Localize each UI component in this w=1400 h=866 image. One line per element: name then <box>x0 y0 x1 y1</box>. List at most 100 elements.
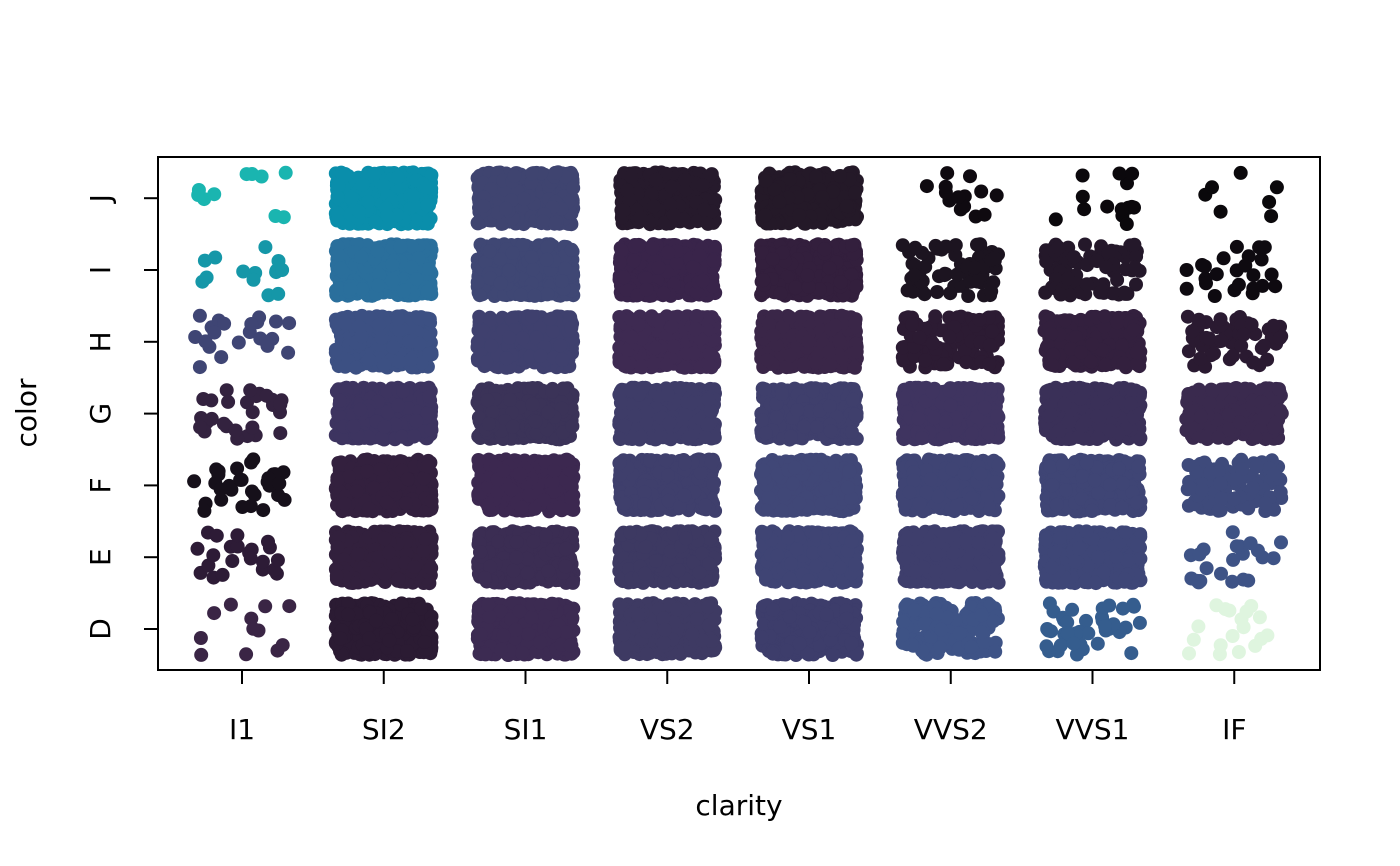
data-point <box>369 613 384 628</box>
data-point <box>391 311 406 326</box>
data-point <box>514 500 529 515</box>
data-point <box>192 308 207 323</box>
data-point <box>473 545 488 559</box>
data-point <box>231 335 246 350</box>
data-point <box>214 492 229 507</box>
data-point <box>217 316 232 331</box>
data-point <box>330 213 345 228</box>
data-point <box>207 187 222 202</box>
data-point <box>372 317 386 332</box>
data-point <box>352 204 367 219</box>
data-point <box>213 482 228 497</box>
data-point <box>419 180 434 195</box>
data-point <box>420 459 435 474</box>
data-point <box>337 316 352 330</box>
data-point <box>399 496 413 511</box>
data-point <box>409 272 424 287</box>
data-point <box>282 599 297 614</box>
data-point <box>330 540 345 555</box>
data-point <box>223 597 238 612</box>
data-point <box>506 563 521 578</box>
data-point <box>219 383 234 398</box>
data-point <box>509 535 524 549</box>
data-point <box>386 340 401 355</box>
data-point <box>382 633 397 648</box>
data-point <box>256 503 271 518</box>
data-point <box>255 554 270 569</box>
data-point <box>416 471 431 486</box>
data-point <box>216 416 231 431</box>
data-point <box>282 316 297 331</box>
data-point <box>414 601 428 616</box>
data-point <box>407 560 422 574</box>
data-point <box>377 419 392 434</box>
data-point <box>558 559 573 574</box>
data-point <box>230 528 245 543</box>
data-point <box>198 334 213 349</box>
data-point <box>380 208 395 223</box>
data-point <box>277 492 292 507</box>
data-point <box>406 188 421 203</box>
point-layer <box>187 165 1289 662</box>
data-point <box>230 461 245 476</box>
data-point <box>385 273 400 288</box>
data-point <box>273 397 288 412</box>
data-point <box>482 416 496 431</box>
data-point <box>245 405 260 420</box>
data-point <box>243 383 258 398</box>
data-point <box>244 317 259 331</box>
data-point <box>351 547 365 562</box>
data-point <box>538 608 553 623</box>
data-point <box>360 566 375 581</box>
data-point <box>491 534 506 549</box>
data-point <box>368 214 383 229</box>
data-point <box>207 606 222 621</box>
data-point <box>473 627 488 642</box>
data-point <box>524 610 539 625</box>
data-point <box>477 571 492 585</box>
data-point <box>400 644 415 658</box>
data-point <box>512 467 527 481</box>
data-point <box>239 647 254 662</box>
data-point <box>199 270 214 285</box>
data-point <box>417 635 432 649</box>
data-point <box>558 541 573 556</box>
data-point <box>329 568 344 583</box>
data-point <box>275 263 290 277</box>
data-point <box>370 244 385 259</box>
data-point <box>541 564 556 579</box>
data-point <box>525 381 540 395</box>
data-point <box>521 627 536 642</box>
data-point <box>344 191 359 205</box>
data-point <box>547 625 562 640</box>
data-point <box>337 496 352 511</box>
data-point <box>193 420 208 435</box>
data-point <box>236 264 251 279</box>
data-point <box>349 360 363 375</box>
data-point <box>333 261 348 276</box>
data-point <box>209 528 224 543</box>
data-point <box>204 411 219 426</box>
data-point <box>552 500 567 515</box>
data-point <box>418 532 433 547</box>
data-point <box>525 397 540 412</box>
data-point <box>424 616 439 631</box>
data-point <box>194 647 209 662</box>
data-point <box>481 597 496 612</box>
data-point <box>422 312 437 327</box>
data-point <box>235 500 250 514</box>
data-point <box>377 357 392 372</box>
data-point <box>362 352 376 367</box>
data-point <box>245 167 259 181</box>
data-point <box>504 482 519 497</box>
data-point <box>343 282 358 297</box>
data-point <box>349 484 364 499</box>
data-point <box>206 548 221 563</box>
data-point <box>225 554 240 568</box>
data-point <box>545 384 560 399</box>
data-point <box>494 642 508 657</box>
data-point <box>271 286 286 301</box>
data-point <box>416 543 431 558</box>
data-point <box>275 638 290 653</box>
data-point <box>424 423 439 438</box>
